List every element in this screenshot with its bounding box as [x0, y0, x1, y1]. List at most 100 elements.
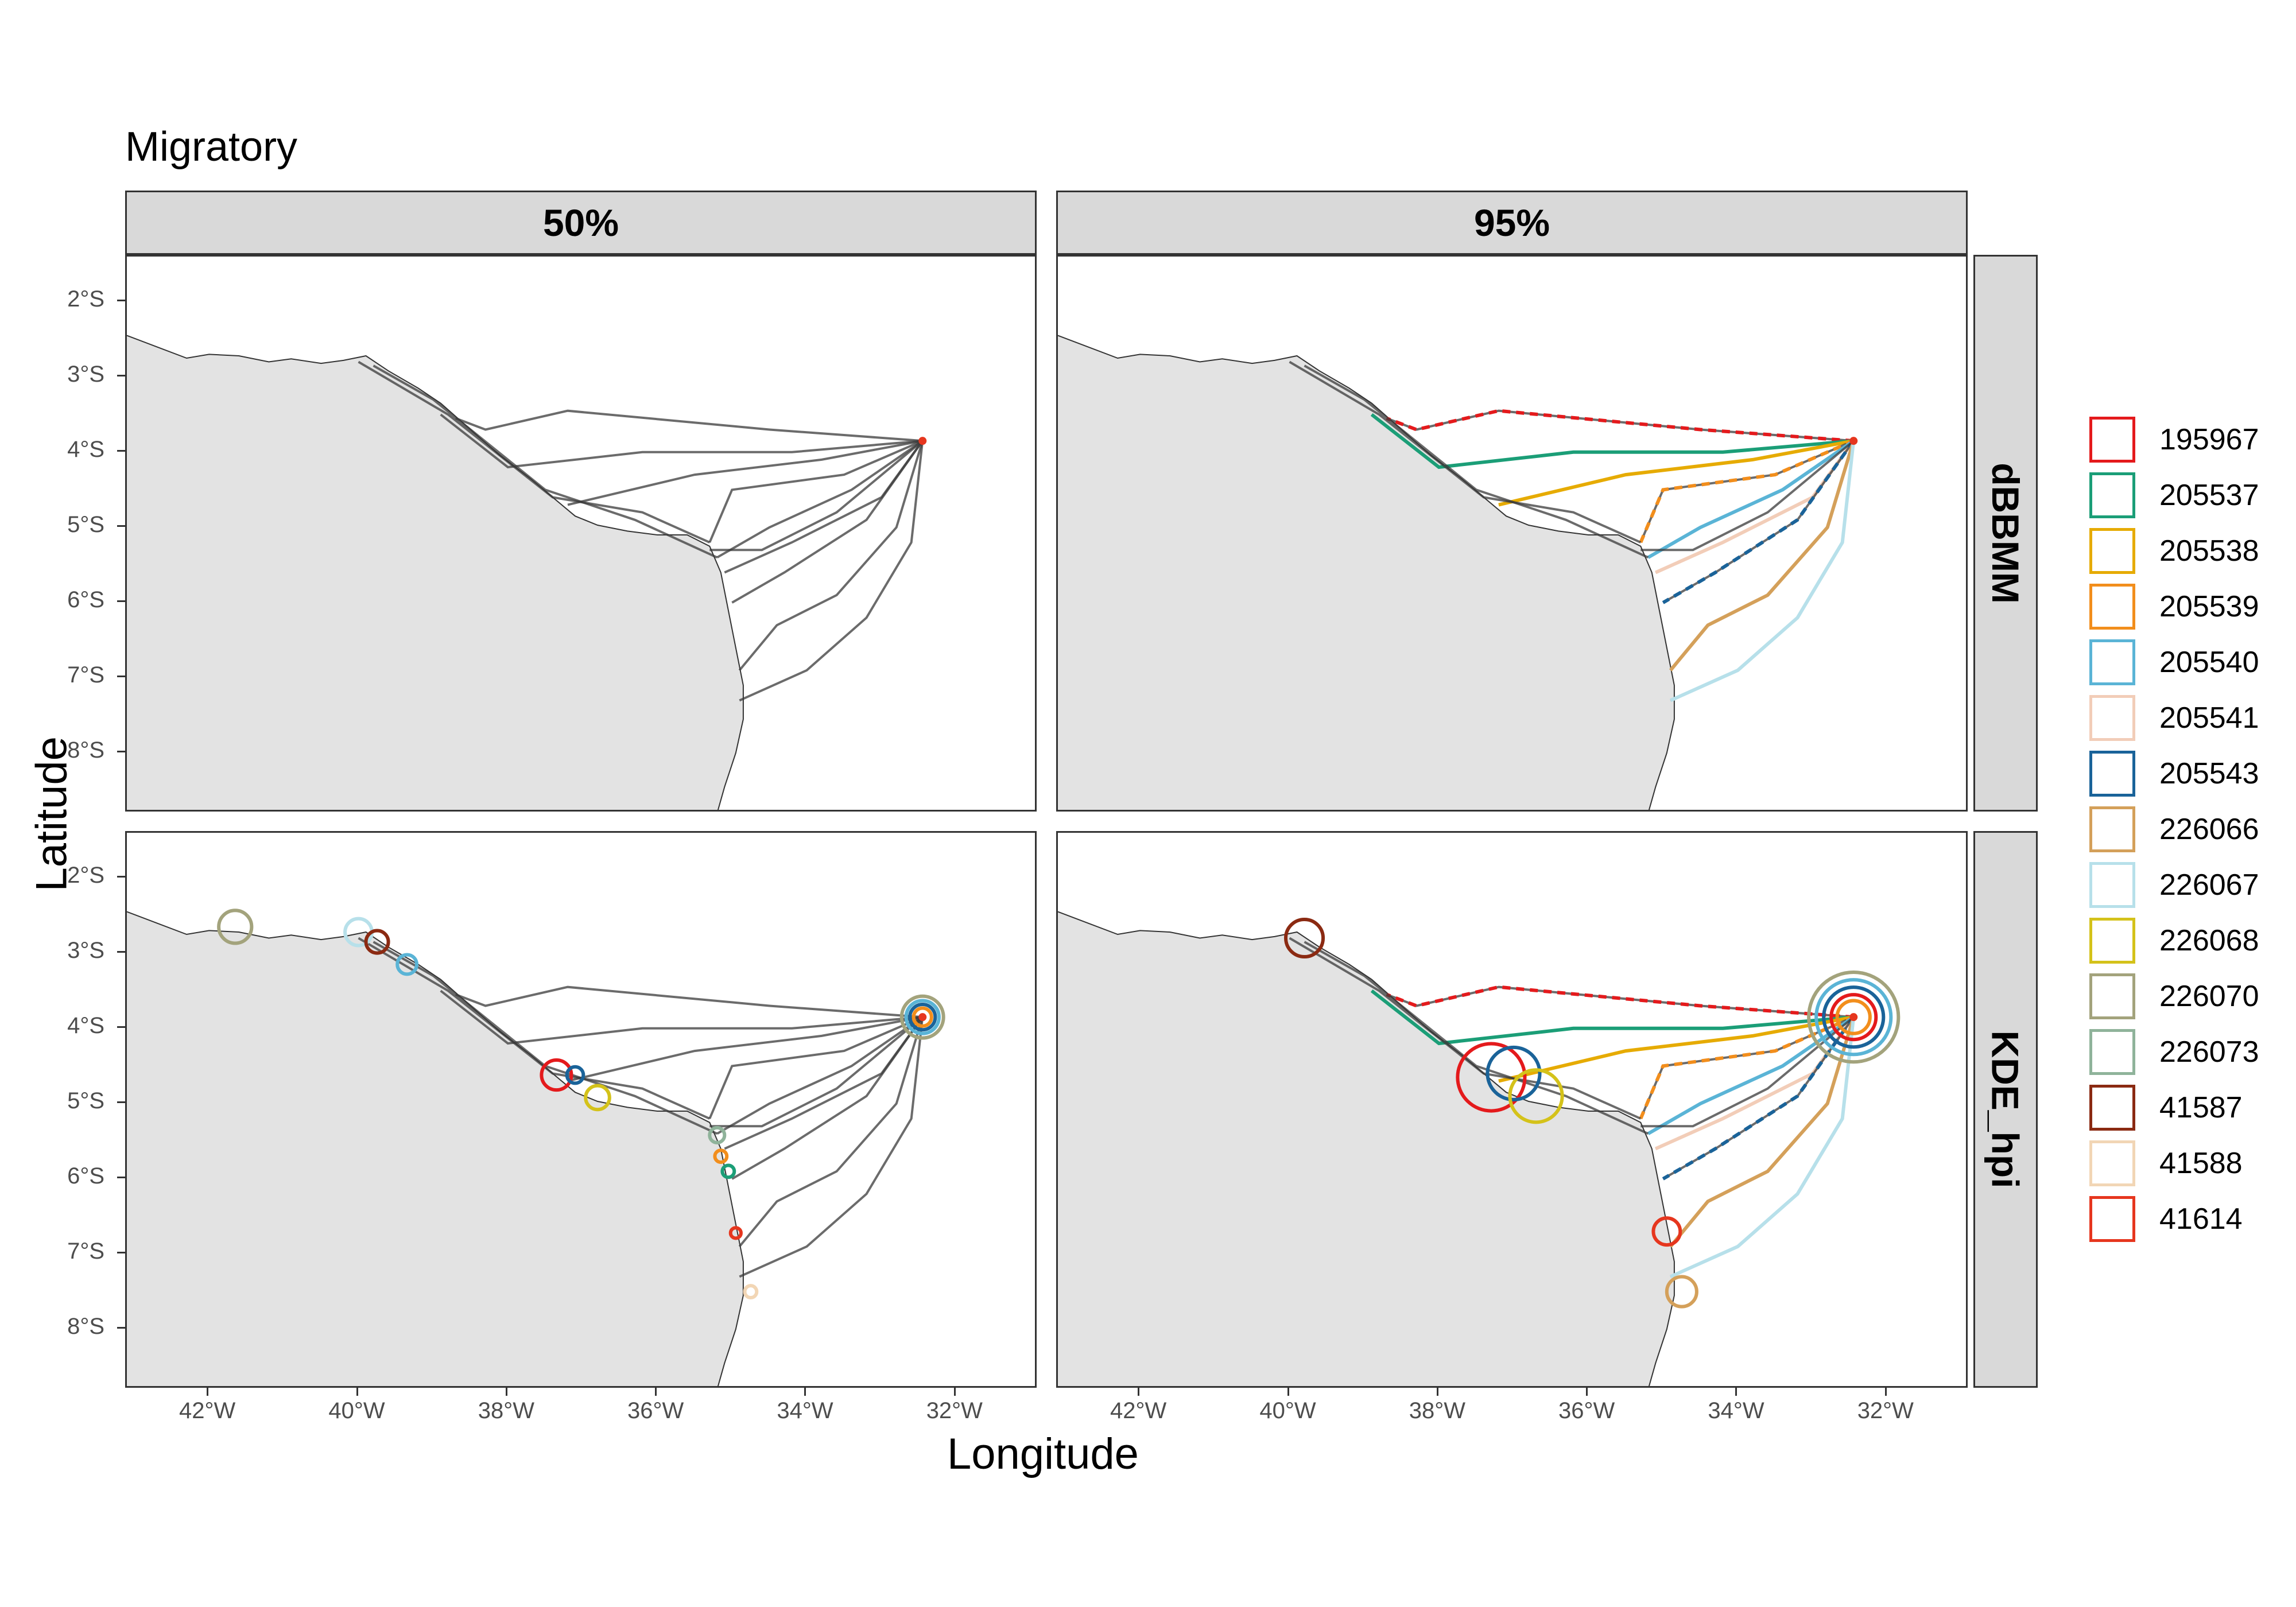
colony-point	[1849, 437, 1858, 445]
legend-key	[2089, 806, 2135, 852]
track-contour	[1670, 440, 1856, 702]
x-tick-mark	[804, 1388, 806, 1396]
track-line	[1304, 941, 1649, 1135]
x-tick-label: 38°W	[478, 1398, 534, 1423]
home-range-contour	[720, 1163, 736, 1179]
y-tick-mark	[117, 1252, 125, 1254]
home-range-contour	[899, 994, 945, 1040]
legend-label: 41588	[2159, 1147, 2243, 1180]
track-contour	[1370, 989, 1854, 1046]
x-tick-label: 32°W	[926, 1398, 983, 1423]
facet-row-1-label: dBBMM	[1984, 463, 2027, 604]
legend-label: 226067	[2159, 868, 2259, 902]
legend-label: 205538	[2159, 534, 2259, 568]
home-range-contour	[1665, 1275, 1698, 1309]
facet-col-1-label: 50%	[542, 201, 619, 244]
track-line	[739, 1016, 924, 1278]
y-tick-mark	[117, 1101, 125, 1103]
legend-item: 226066	[2089, 803, 2285, 852]
land-area	[127, 335, 743, 810]
home-range-contour	[743, 1284, 759, 1300]
y-tick-label: 4°S	[67, 436, 104, 462]
legend-item: 41587	[2089, 1081, 2285, 1131]
legend-key	[2089, 472, 2135, 518]
track-contour	[1647, 439, 1855, 559]
track-line	[440, 413, 923, 469]
y-tick-mark	[117, 1327, 125, 1329]
plot-title: Migratory	[125, 124, 298, 170]
x-axis-title: Longitude	[947, 1430, 1139, 1478]
home-range-contour	[1508, 1068, 1564, 1124]
track-line	[1289, 937, 1642, 1120]
track-line	[455, 985, 923, 1019]
home-range-contour	[904, 999, 941, 1035]
facet-row-2-label: KDE_hpi	[1984, 1030, 2027, 1189]
legend-key	[2089, 417, 2135, 463]
legend-label: 205539	[2159, 590, 2259, 623]
home-range-contour	[1486, 1045, 1542, 1102]
y-tick-mark	[117, 374, 125, 376]
legend-key	[2089, 1085, 2135, 1131]
home-range-contour	[912, 1006, 933, 1028]
home-range-contour	[540, 1058, 573, 1092]
land-area	[1058, 335, 1674, 810]
track-contour	[1386, 409, 1854, 443]
track-contour	[1669, 1016, 1856, 1248]
legend-item: 226073	[2089, 1026, 2285, 1075]
legend-label: 205543	[2159, 757, 2259, 790]
y-tick-mark	[117, 1026, 125, 1028]
track-line	[358, 937, 711, 1120]
y-tick-mark	[117, 1176, 125, 1178]
legend-item: 205539	[2089, 580, 2285, 630]
legend-item: 205537	[2089, 469, 2285, 518]
y-tick-label: 8°S	[67, 1314, 104, 1340]
track-contour	[1498, 439, 1854, 507]
track-line	[738, 1016, 924, 1248]
legend-key	[2089, 751, 2135, 797]
y-tick-label: 3°S	[67, 937, 104, 963]
y-tick-mark	[117, 950, 125, 953]
legend-item: 41614	[2089, 1193, 2285, 1242]
panel-dBBMM-50	[125, 255, 1037, 812]
map-svg	[1058, 911, 1901, 1386]
x-tick-label: 36°W	[1558, 1398, 1615, 1423]
y-tick-mark	[117, 676, 125, 678]
y-tick-label: 5°S	[67, 1088, 104, 1113]
legend-item: 205540	[2089, 636, 2285, 685]
x-tick-mark	[1138, 1388, 1140, 1396]
y-tick-mark	[117, 449, 125, 452]
y-tick-mark	[117, 525, 125, 527]
home-range-contour	[217, 909, 254, 945]
facet-strip-row-2: KDE_hpi	[1973, 831, 2038, 1388]
legend-key	[2089, 918, 2135, 964]
x-tick-label: 40°W	[1259, 1398, 1316, 1423]
track-line	[567, 440, 923, 506]
x-tick-mark	[1436, 1388, 1438, 1396]
colony-point	[918, 437, 927, 445]
home-range-contour	[395, 953, 419, 976]
legend-key	[2089, 1196, 2135, 1242]
track-line	[716, 440, 924, 559]
facet-strip-row-1: dBBMM	[1973, 255, 2038, 812]
y-tick-label: 6°S	[67, 1163, 104, 1189]
y-tick-mark	[117, 875, 125, 878]
track-line	[1640, 1016, 1855, 1128]
home-range-contour	[713, 1148, 729, 1165]
map-svg	[127, 909, 945, 1386]
y-tick-label: 7°S	[67, 1239, 104, 1264]
track-line	[567, 1016, 923, 1082]
x-tick-label: 34°W	[777, 1398, 833, 1423]
x-tick-label: 36°W	[627, 1398, 684, 1423]
track-line	[709, 440, 924, 552]
track-contour	[1662, 440, 1855, 604]
legend-key	[2089, 973, 2135, 1019]
home-range-contour	[1814, 978, 1893, 1057]
legend-label: 205541	[2159, 701, 2259, 735]
y-axis-title: Latitude	[27, 736, 76, 892]
colony-point	[1849, 1013, 1858, 1022]
track-line	[1640, 440, 1855, 552]
track-line	[455, 409, 923, 442]
track-line	[1289, 360, 1642, 544]
legend-label: 226070	[2159, 980, 2259, 1013]
